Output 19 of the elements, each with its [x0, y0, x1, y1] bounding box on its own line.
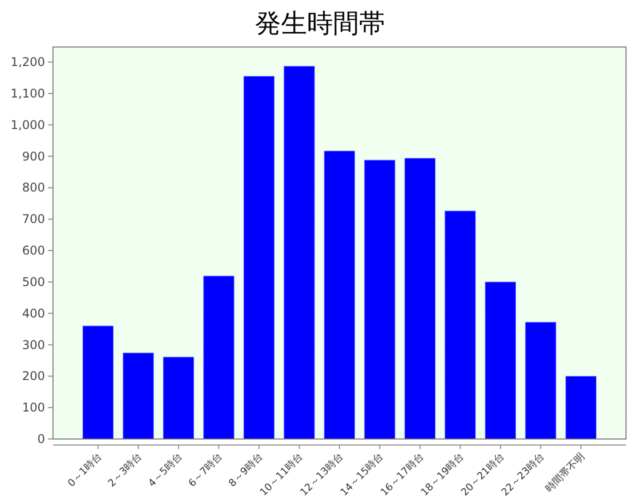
y-tick-label: 700 — [22, 212, 45, 226]
y-tick-label: 1,200 — [10, 55, 45, 70]
y-tick-label: 300 — [22, 338, 45, 352]
chart-title: 発生時間帯 — [255, 9, 385, 39]
x-tick-label: 0～1時台 — [65, 450, 104, 490]
x-tick-label: 4～5時台 — [146, 450, 185, 490]
y-tick-label: 0 — [37, 432, 45, 446]
y-tick-label: 800 — [22, 180, 45, 195]
x-tick-label: 時間帯不明 — [543, 450, 588, 494]
x-tick-label: 6～7時台 — [186, 450, 225, 490]
y-tick-label: 600 — [22, 244, 45, 258]
y-tick-label: 100 — [22, 400, 45, 415]
y-tick-label: 1,100 — [10, 86, 45, 100]
y-tick-label: 1,000 — [10, 118, 45, 132]
y-tick-label: 900 — [22, 149, 45, 164]
x-tick-label: 2～3時台 — [106, 450, 144, 490]
y-tick-label: 200 — [22, 369, 45, 384]
y-tick-label: 400 — [22, 306, 45, 320]
y-tick-label: 500 — [22, 274, 45, 289]
